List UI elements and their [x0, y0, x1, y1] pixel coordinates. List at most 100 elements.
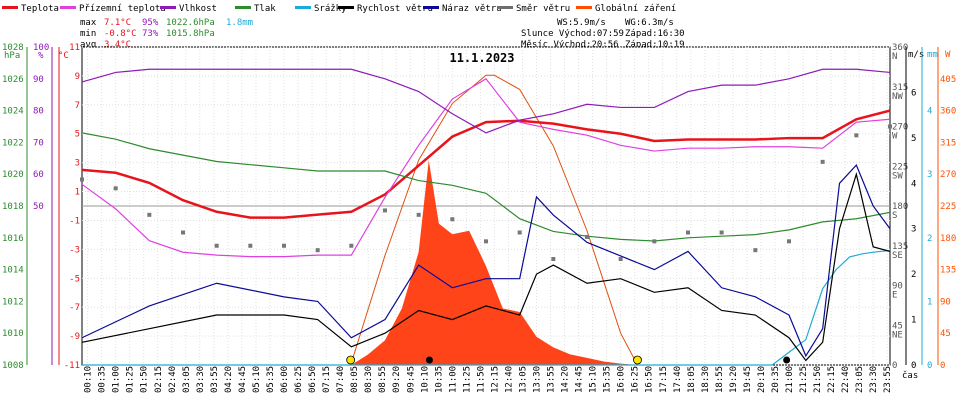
y-tick-label: 4	[927, 107, 932, 117]
x-tick-label: 21:00	[785, 366, 795, 393]
legend-label: Přízemní teplota	[79, 4, 166, 14]
x-tick-label: 07:40	[336, 366, 346, 393]
x-tick-label: 06:25	[294, 366, 304, 393]
y-tick-label: 315	[940, 138, 956, 148]
wind-direction-point	[820, 159, 825, 164]
radiation-area	[350, 74, 638, 366]
x-tick-label: 11:50	[476, 366, 486, 393]
y-tick-label: 1	[927, 297, 932, 307]
x-tick-label: 02:15	[154, 366, 164, 393]
y-tick-label: 1024	[2, 107, 24, 117]
x-tick-label: 23:30	[869, 366, 879, 393]
stat-value: Západ:10:19	[625, 40, 685, 50]
x-tick-label: 01:50	[140, 366, 150, 393]
wind-direction-point	[484, 239, 488, 244]
y-tick-label: 2	[927, 234, 932, 244]
wind-direction-point	[551, 257, 556, 261]
axis-unit: hPa	[4, 51, 20, 61]
x-tick-label: 18:55	[715, 366, 725, 393]
legend-label: Teplota	[21, 4, 59, 14]
legend-label: Náraz větru	[442, 4, 502, 14]
x-tick-label: 03:30	[196, 366, 206, 393]
x-tick-label: 23:55	[883, 366, 893, 393]
y-tick-label: 5	[911, 134, 916, 144]
y-tick-label: N	[892, 52, 897, 62]
wind-direction-point	[315, 248, 320, 253]
x-tick-label: 15:35	[603, 366, 613, 393]
legend: Teplota Přízemní teplota Vlhkost Tlak Srážky…	[2, 4, 676, 14]
wind-direction-point	[753, 248, 758, 253]
legend-swatch	[235, 6, 251, 9]
stat-value: WG:6.3m/s	[625, 18, 674, 28]
x-tick-label: 10:35	[434, 366, 444, 393]
y-tick-label: 0	[927, 361, 932, 371]
x-tick-label: 19:45	[743, 366, 753, 393]
x-tick-label: 00:35	[98, 366, 108, 393]
x-tick-label: 20:35	[771, 366, 781, 393]
y-tick-label: S	[892, 211, 897, 221]
y-tick-label: E	[892, 291, 897, 301]
x-tick-label: 02:40	[168, 366, 178, 393]
stat-value: 1015.8hPa	[166, 29, 215, 39]
series-line-srky	[82, 249, 891, 366]
x-tick-label: 23:05	[855, 366, 865, 393]
x-tick-label: 06:50	[308, 366, 318, 393]
x-tick-label: 22:15	[827, 366, 837, 393]
sunset-marker	[633, 355, 642, 365]
y-tick-label: 135	[940, 266, 956, 276]
x-tick-label: 04:20	[224, 366, 234, 393]
x-tick-label: 06:00	[280, 366, 290, 393]
x-tick-label: 20:10	[757, 366, 767, 393]
wind-direction-point	[248, 243, 253, 248]
axis-unit: m/s	[908, 50, 924, 60]
y-tick-label: 360	[892, 43, 908, 53]
y-tick-label: 2	[911, 270, 916, 280]
stat-label: min	[80, 29, 96, 39]
y-tick-label: 180	[940, 234, 956, 244]
legend-swatch	[423, 6, 439, 9]
x-tick-label: 11:00	[448, 366, 458, 393]
y-tick-label: -3	[69, 245, 80, 255]
grid	[82, 46, 890, 366]
y-tick-label: 225	[892, 162, 908, 172]
series-line-teplota	[81, 109, 891, 219]
x-tick-label: 21:50	[813, 366, 823, 393]
legend-swatch	[338, 6, 354, 9]
y-tick-label: 1	[75, 188, 80, 198]
moonrise-marker	[783, 356, 791, 364]
y-tick-label: 3	[75, 159, 80, 169]
legend-swatch	[497, 6, 513, 9]
legend-label: Globální záření	[595, 4, 676, 14]
y-tick-label: 1012	[2, 297, 24, 307]
y-tick-label: 70	[33, 138, 44, 148]
y-tick-label: 90	[940, 297, 951, 307]
y-tick-label: 1018	[2, 202, 24, 212]
x-tick-label: 13:30	[533, 366, 543, 393]
y-tick-label: 4	[911, 179, 916, 189]
y-tick-label: 5	[75, 130, 80, 140]
x-tick-label: 08:55	[378, 366, 388, 393]
y-tick-label: 1028	[2, 43, 24, 53]
y-tick-label: 6	[911, 88, 916, 98]
stat-value: 1.8mm	[226, 18, 253, 28]
y-tick-label: 11	[69, 43, 80, 53]
wind-direction-point	[349, 243, 354, 248]
legend-label: Tlak	[254, 4, 276, 14]
y-tick-label: 315	[892, 83, 908, 93]
x-tick-label: 17:40	[673, 366, 683, 393]
x-tick-label: 19:20	[729, 366, 739, 393]
x-axis-label: čas	[902, 370, 918, 381]
axis-unit: mm	[927, 50, 938, 60]
wind-direction-point	[282, 243, 286, 248]
legend-label: Vlhkost	[179, 4, 217, 14]
wind-direction-points	[80, 124, 892, 261]
moonset-marker	[425, 356, 433, 364]
series-line-pzemnteplota	[81, 78, 891, 258]
stat-value: 73%	[142, 29, 159, 39]
stats-panel: max 7.1°C 95% 1022.6hPa 1.8mm min -0.8°C 73% 101…	[80, 18, 685, 50]
y-tick-label: 50	[33, 202, 44, 212]
y-tick-label: 1014	[2, 266, 24, 276]
x-tick-label: 07:15	[322, 366, 332, 393]
x-tick-label: 08:30	[364, 366, 374, 393]
y-tick-label: -9	[69, 332, 80, 342]
